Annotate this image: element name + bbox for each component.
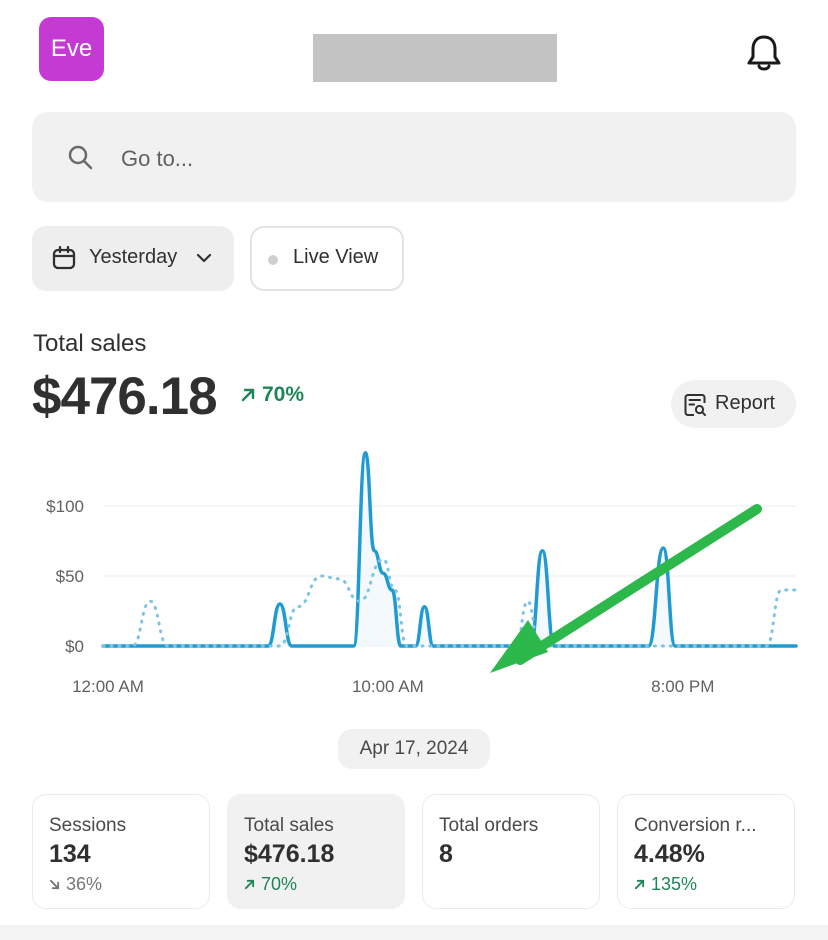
y-tick-label: $0 xyxy=(65,637,84,656)
chevron-down-icon xyxy=(196,253,212,263)
store-avatar[interactable]: Eve xyxy=(39,17,104,81)
y-tick-label: $100 xyxy=(46,497,84,516)
metric-change: 70% xyxy=(240,383,304,407)
card-change-value: 135% xyxy=(651,874,698,894)
date-range-label: Yesterday xyxy=(89,246,178,268)
card-total-orders[interactable]: Total orders 8 xyxy=(422,794,600,909)
live-view-label: Live View xyxy=(293,246,379,268)
x-tick-label: 10:00 AM xyxy=(352,677,424,696)
bottom-bar xyxy=(0,925,828,940)
arrow-up-right-icon xyxy=(241,388,255,402)
x-tick-label: 12:00 AM xyxy=(72,677,144,696)
metric-change-value: 70% xyxy=(262,383,305,406)
chart-date-label: Apr 17, 2024 xyxy=(338,729,490,769)
card-change-value: 70% xyxy=(261,874,298,894)
card-label: Conversion r... xyxy=(634,815,757,836)
bell-icon[interactable] xyxy=(741,30,787,76)
report-search-icon xyxy=(684,394,706,416)
card-value: 134 xyxy=(49,840,91,868)
card-conversion-rate[interactable]: Conversion r... 4.48% 135% xyxy=(617,794,795,909)
store-name-redacted xyxy=(313,34,557,82)
card-value: $476.18 xyxy=(244,840,335,868)
report-button[interactable]: Report xyxy=(671,380,796,428)
calendar-icon xyxy=(52,245,76,270)
card-label: Total orders xyxy=(439,815,539,836)
card-change: 135% xyxy=(634,874,697,895)
card-change: 70% xyxy=(244,874,297,895)
live-view-button[interactable]: Live View xyxy=(250,226,404,291)
metric-value: $476.18 xyxy=(32,367,218,426)
card-label: Sessions xyxy=(49,815,127,836)
live-status-dot xyxy=(268,255,278,265)
store-initials: Eve xyxy=(50,35,93,62)
arrow-down-right-icon xyxy=(49,879,60,890)
date-range-button[interactable]: Yesterday xyxy=(32,226,234,291)
x-tick-label: 8:00 PM xyxy=(651,677,714,696)
arrow-up-right-icon xyxy=(634,879,645,890)
sales-chart[interactable]: $0 $50 $100 12:00 AM 10:00 AM 8:00 PM xyxy=(0,430,828,710)
card-sessions[interactable]: Sessions 134 36% xyxy=(32,794,210,909)
comparison-series-line xyxy=(101,557,798,648)
card-value: 4.48% xyxy=(634,840,705,868)
arrow-up-right-icon xyxy=(244,879,255,890)
search-input[interactable] xyxy=(121,143,521,175)
report-label: Report xyxy=(715,392,776,414)
card-label: Total sales xyxy=(244,815,334,836)
sales-series-line xyxy=(101,451,798,648)
search-icon xyxy=(68,145,93,170)
y-tick-label: $50 xyxy=(56,567,84,586)
card-total-sales[interactable]: Total sales $476.18 70% xyxy=(227,794,405,909)
annotation-arrow xyxy=(490,504,762,673)
card-change-value: 36% xyxy=(66,874,103,894)
card-value: 8 xyxy=(439,840,453,868)
card-change: 36% xyxy=(49,874,102,895)
metric-title: Total sales xyxy=(33,330,147,357)
